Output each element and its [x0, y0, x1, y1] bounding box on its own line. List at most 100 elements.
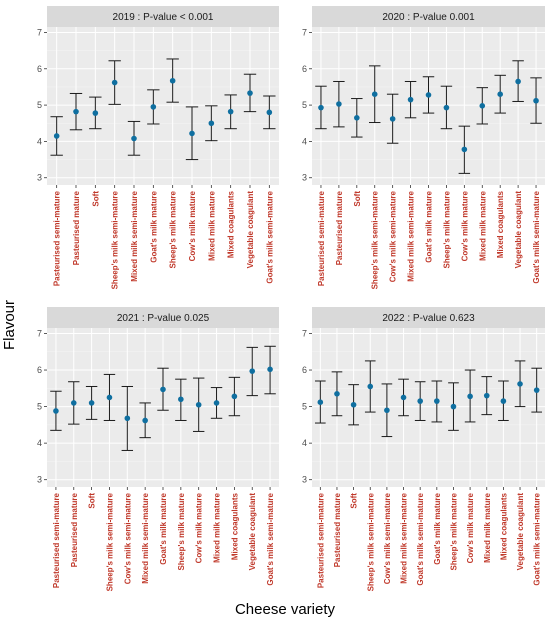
x-tick-label: Mixed milk semi-mature — [130, 190, 139, 281]
x-tick-label: Goat's milk semi-mature — [416, 492, 425, 585]
panel-background — [47, 27, 279, 185]
mean-point — [213, 400, 220, 406]
x-tick-label: Sheep's milk semi-mature — [371, 190, 380, 289]
facet-panel: 2019 : P-value < 0.001 3 4 5 6 7 Pasteurised s… — [37, 6, 279, 289]
x-tick-label: Sheep's milk mature — [449, 492, 458, 570]
panel-background — [312, 328, 545, 487]
mean-point — [267, 366, 273, 373]
facet-strip-title: 2022 : P-value 0.623 — [382, 313, 475, 324]
x-tick-label: Mixed milk semi-mature — [407, 190, 416, 281]
y-tick-label: 4 — [37, 438, 42, 448]
mean-point — [384, 407, 390, 414]
mean-point — [111, 79, 118, 86]
mean-point — [371, 91, 378, 97]
mean-point — [354, 115, 360, 121]
y-tick-label: 4 — [37, 136, 42, 146]
facet-strip — [312, 6, 545, 27]
mean-point — [247, 90, 253, 96]
mean-point — [336, 101, 342, 107]
mean-point — [124, 415, 131, 422]
x-tick-label: Goat's milk semi-mature — [532, 190, 541, 283]
y-tick-label: 3 — [37, 475, 42, 485]
mean-point — [266, 109, 273, 116]
x-tick-label: Pasteurised semi-mature — [52, 492, 61, 588]
mean-point — [169, 77, 176, 84]
x-tick-label: Mixed milk mature — [478, 190, 487, 260]
mean-point — [479, 103, 486, 109]
y-tick-label: 4 — [302, 438, 307, 448]
y-tick-label: 6 — [302, 365, 307, 375]
mean-point — [533, 97, 539, 104]
mean-point — [317, 399, 324, 406]
x-tick-label: Goat's milk semi-mature — [265, 190, 274, 283]
mean-point — [88, 400, 95, 406]
x-tick-label: Pasteurised semi-mature — [53, 190, 62, 286]
y-tick-label: 5 — [37, 100, 42, 110]
x-tick-label: Sheep's milk semi-mature — [105, 492, 114, 591]
mean-point — [533, 387, 540, 393]
y-tick-label: 3 — [302, 173, 307, 183]
x-tick-label: Cow's milk mature — [188, 190, 197, 261]
mean-point — [73, 108, 79, 115]
x-tick-label: Cow's milk semi-mature — [383, 492, 392, 584]
y-tick-label: 6 — [302, 64, 307, 74]
y-tick-label: 7 — [302, 27, 307, 37]
y-tick-label: 5 — [302, 100, 307, 110]
x-tick-label: Goat's milk mature — [425, 190, 434, 262]
mean-point — [227, 108, 234, 115]
mean-point — [189, 130, 195, 137]
x-tick-label: Vegetable coagulant — [248, 493, 257, 571]
mean-point — [160, 386, 166, 393]
mean-point — [425, 92, 432, 98]
x-tick-label: Pasteurised mature — [70, 492, 79, 567]
x-tick-label: Pasteurised mature — [335, 190, 344, 265]
facet-strip — [312, 307, 545, 328]
facet-strip — [47, 307, 279, 328]
x-tick-label: Vegetable coagulant — [516, 493, 525, 571]
mean-point — [443, 104, 450, 111]
x-tick-label: Pasteurised mature — [333, 492, 342, 567]
facet-panel: 2020 : P-value 0.001 3 4 5 6 7 Pasteurised sem… — [302, 6, 545, 289]
x-tick-label: Pasteurised semi-mature — [316, 492, 325, 588]
x-tick-label: Soft — [91, 191, 100, 207]
x-tick-label: Cow's milk mature — [195, 492, 204, 563]
x-tick-label: Sheep's milk mature — [177, 492, 186, 570]
mean-point — [461, 146, 468, 153]
x-tick-label: Mixed coagulants — [230, 492, 239, 560]
facet-strip-title: 2020 : P-value 0.001 — [382, 12, 475, 23]
x-axis-title: Cheese variety — [235, 601, 336, 618]
x-tick-label: Sheep's milk mature — [169, 190, 178, 268]
x-tick-label: Mixed coagulants — [499, 492, 508, 560]
y-tick-label: 7 — [302, 328, 307, 338]
x-tick-label: Cow's milk mature — [466, 492, 475, 563]
mean-point — [106, 394, 113, 401]
mean-point — [517, 381, 523, 387]
facet-strip-title: 2021 : P-value 0.025 — [117, 313, 210, 324]
y-tick-label: 3 — [37, 173, 42, 183]
x-tick-label: Soft — [350, 493, 359, 509]
x-tick-label: Goat's milk semi-mature — [266, 492, 275, 585]
x-tick-label: Sheep's milk mature — [442, 190, 451, 268]
y-tick-label: 5 — [302, 402, 307, 412]
mean-point — [400, 394, 407, 401]
x-tick-label: Vegetable coagulant — [246, 191, 255, 269]
x-tick-label: Cow's milk semi-mature — [123, 492, 132, 584]
x-tick-label: Goat's milk mature — [149, 190, 158, 262]
y-tick-label: 7 — [37, 328, 42, 338]
mean-point — [53, 133, 60, 139]
mean-point — [92, 110, 99, 116]
mean-point — [367, 383, 374, 390]
x-tick-label: Goat's milk mature — [159, 492, 168, 564]
y-tick-label: 3 — [302, 475, 307, 485]
x-tick-label: Mixed milk mature — [483, 492, 492, 562]
y-tick-label: 6 — [37, 64, 42, 74]
facet-strip — [47, 6, 279, 27]
x-tick-label: Sheep's milk semi-mature — [366, 492, 375, 591]
mean-point — [434, 398, 440, 404]
mean-point — [500, 398, 507, 404]
x-tick-label: Mixed milk semi-mature — [400, 492, 409, 583]
y-tick-label: 6 — [37, 365, 42, 375]
x-tick-label: Goat's milk mature — [433, 492, 442, 564]
mean-point — [70, 400, 77, 406]
